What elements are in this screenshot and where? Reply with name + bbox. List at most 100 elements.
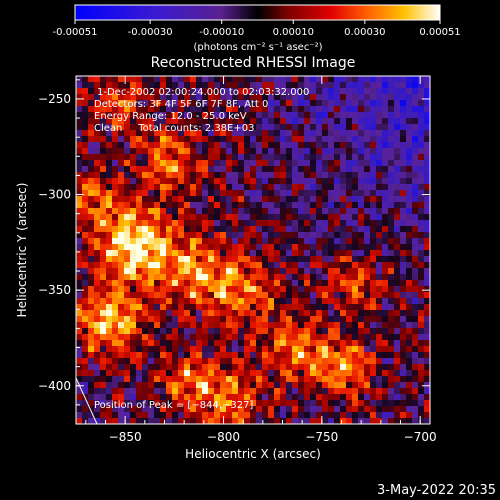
- heatmap-cell: [94, 94, 100, 100]
- heatmap-cell: [154, 94, 160, 100]
- heatmap-cell: [388, 100, 394, 106]
- heatmap-cell: [232, 232, 238, 238]
- heatmap-cell: [214, 214, 220, 220]
- heatmap-cell: [160, 370, 166, 376]
- heatmap-cell: [358, 298, 364, 304]
- heatmap-cell: [286, 316, 292, 322]
- heatmap-cell: [148, 376, 154, 382]
- heatmap-cell: [208, 232, 214, 238]
- heatmap-cell: [196, 334, 202, 340]
- heatmap-cell: [166, 160, 172, 166]
- heatmap-cell: [388, 322, 394, 328]
- heatmap-cell: [328, 352, 334, 358]
- heatmap-cell: [292, 100, 298, 106]
- heatmap-cell: [160, 130, 166, 136]
- heatmap-cell: [238, 298, 244, 304]
- heatmap-cell: [190, 226, 196, 232]
- heatmap-cell: [268, 394, 274, 400]
- heatmap-cell: [286, 418, 292, 424]
- heatmap-cell: [418, 364, 424, 370]
- heatmap-cell: [172, 250, 178, 256]
- heatmap-cell: [82, 238, 88, 244]
- heatmap-cell: [124, 244, 130, 250]
- heatmap-cell: [364, 382, 370, 388]
- heatmap-cell: [208, 376, 214, 382]
- heatmap-cell: [406, 220, 412, 226]
- heatmap-cell: [418, 166, 424, 172]
- heatmap-cell: [280, 136, 286, 142]
- heatmap-cell: [112, 310, 118, 316]
- heatmap-cell: [172, 136, 178, 142]
- heatmap-cell: [124, 316, 130, 322]
- x-axis-label: Heliocentric X (arcsec): [185, 447, 321, 461]
- heatmap-cell: [142, 304, 148, 310]
- heatmap-cell: [190, 214, 196, 220]
- heatmap-cell: [100, 388, 106, 394]
- heatmap-cell: [358, 190, 364, 196]
- heatmap-cell: [310, 220, 316, 226]
- heatmap-cell: [142, 328, 148, 334]
- heatmap-cell: [154, 100, 160, 106]
- heatmap-cell: [184, 94, 190, 100]
- heatmap-cell: [166, 130, 172, 136]
- heatmap-cell: [202, 352, 208, 358]
- heatmap-cell: [400, 268, 406, 274]
- heatmap-cell: [268, 280, 274, 286]
- heatmap-cell: [286, 244, 292, 250]
- heatmap-cell: [376, 364, 382, 370]
- heatmap-cell: [334, 178, 340, 184]
- axes-ticks: −850 −800 −750 −700−250−300−350−400: [38, 76, 437, 444]
- heatmap-cell: [286, 280, 292, 286]
- heatmap-cell: [388, 202, 394, 208]
- heatmap-cell: [166, 76, 172, 82]
- heatmap-cell: [262, 340, 268, 346]
- heatmap-cell: [214, 184, 220, 190]
- heatmap-cell: [382, 376, 388, 382]
- heatmap-cell: [154, 376, 160, 382]
- heatmap-cell: [118, 190, 124, 196]
- heatmap-cell: [196, 364, 202, 370]
- heatmap-cell: [346, 256, 352, 262]
- heatmap-cell: [334, 100, 340, 106]
- heatmap-cell: [304, 208, 310, 214]
- heatmap-cell: [316, 154, 322, 160]
- heatmap-cell: [322, 154, 328, 160]
- heatmap-cell: [244, 88, 250, 94]
- heatmap-cell: [376, 178, 382, 184]
- heatmap-cell: [358, 118, 364, 124]
- heatmap-cell: [226, 208, 232, 214]
- heatmap-cell: [190, 328, 196, 334]
- heatmap-cell: [184, 268, 190, 274]
- heatmap-cell: [118, 406, 124, 412]
- heatmap-cell: [190, 184, 196, 190]
- heatmap-cell: [244, 214, 250, 220]
- heatmap-cell: [196, 208, 202, 214]
- heatmap-cell: [196, 148, 202, 154]
- heatmap-cell: [172, 184, 178, 190]
- heatmap-cell: [190, 298, 196, 304]
- heatmap-cell: [406, 160, 412, 166]
- heatmap-cell: [118, 82, 124, 88]
- heatmap-cell: [250, 376, 256, 382]
- heatmap-cell: [148, 352, 154, 358]
- heatmap-cell: [322, 298, 328, 304]
- heatmap-cell: [220, 292, 226, 298]
- heatmap-cell: [232, 244, 238, 250]
- heatmap-cell: [214, 310, 220, 316]
- heatmap-cell: [370, 406, 376, 412]
- heatmap-cell: [406, 112, 412, 118]
- heatmap-cell: [370, 178, 376, 184]
- heatmap-cell: [244, 418, 250, 424]
- heatmap-cell: [76, 388, 82, 394]
- heatmap-cell: [130, 256, 136, 262]
- heatmap-cell: [232, 346, 238, 352]
- heatmap-cell: [250, 382, 256, 388]
- heatmap-cell: [286, 292, 292, 298]
- heatmap-cell: [268, 364, 274, 370]
- heatmap-cell: [334, 88, 340, 94]
- heatmap-cell: [244, 238, 250, 244]
- heatmap-cell: [142, 244, 148, 250]
- heatmap-cell: [148, 208, 154, 214]
- heatmap-cell: [112, 274, 118, 280]
- heatmap-cell: [304, 316, 310, 322]
